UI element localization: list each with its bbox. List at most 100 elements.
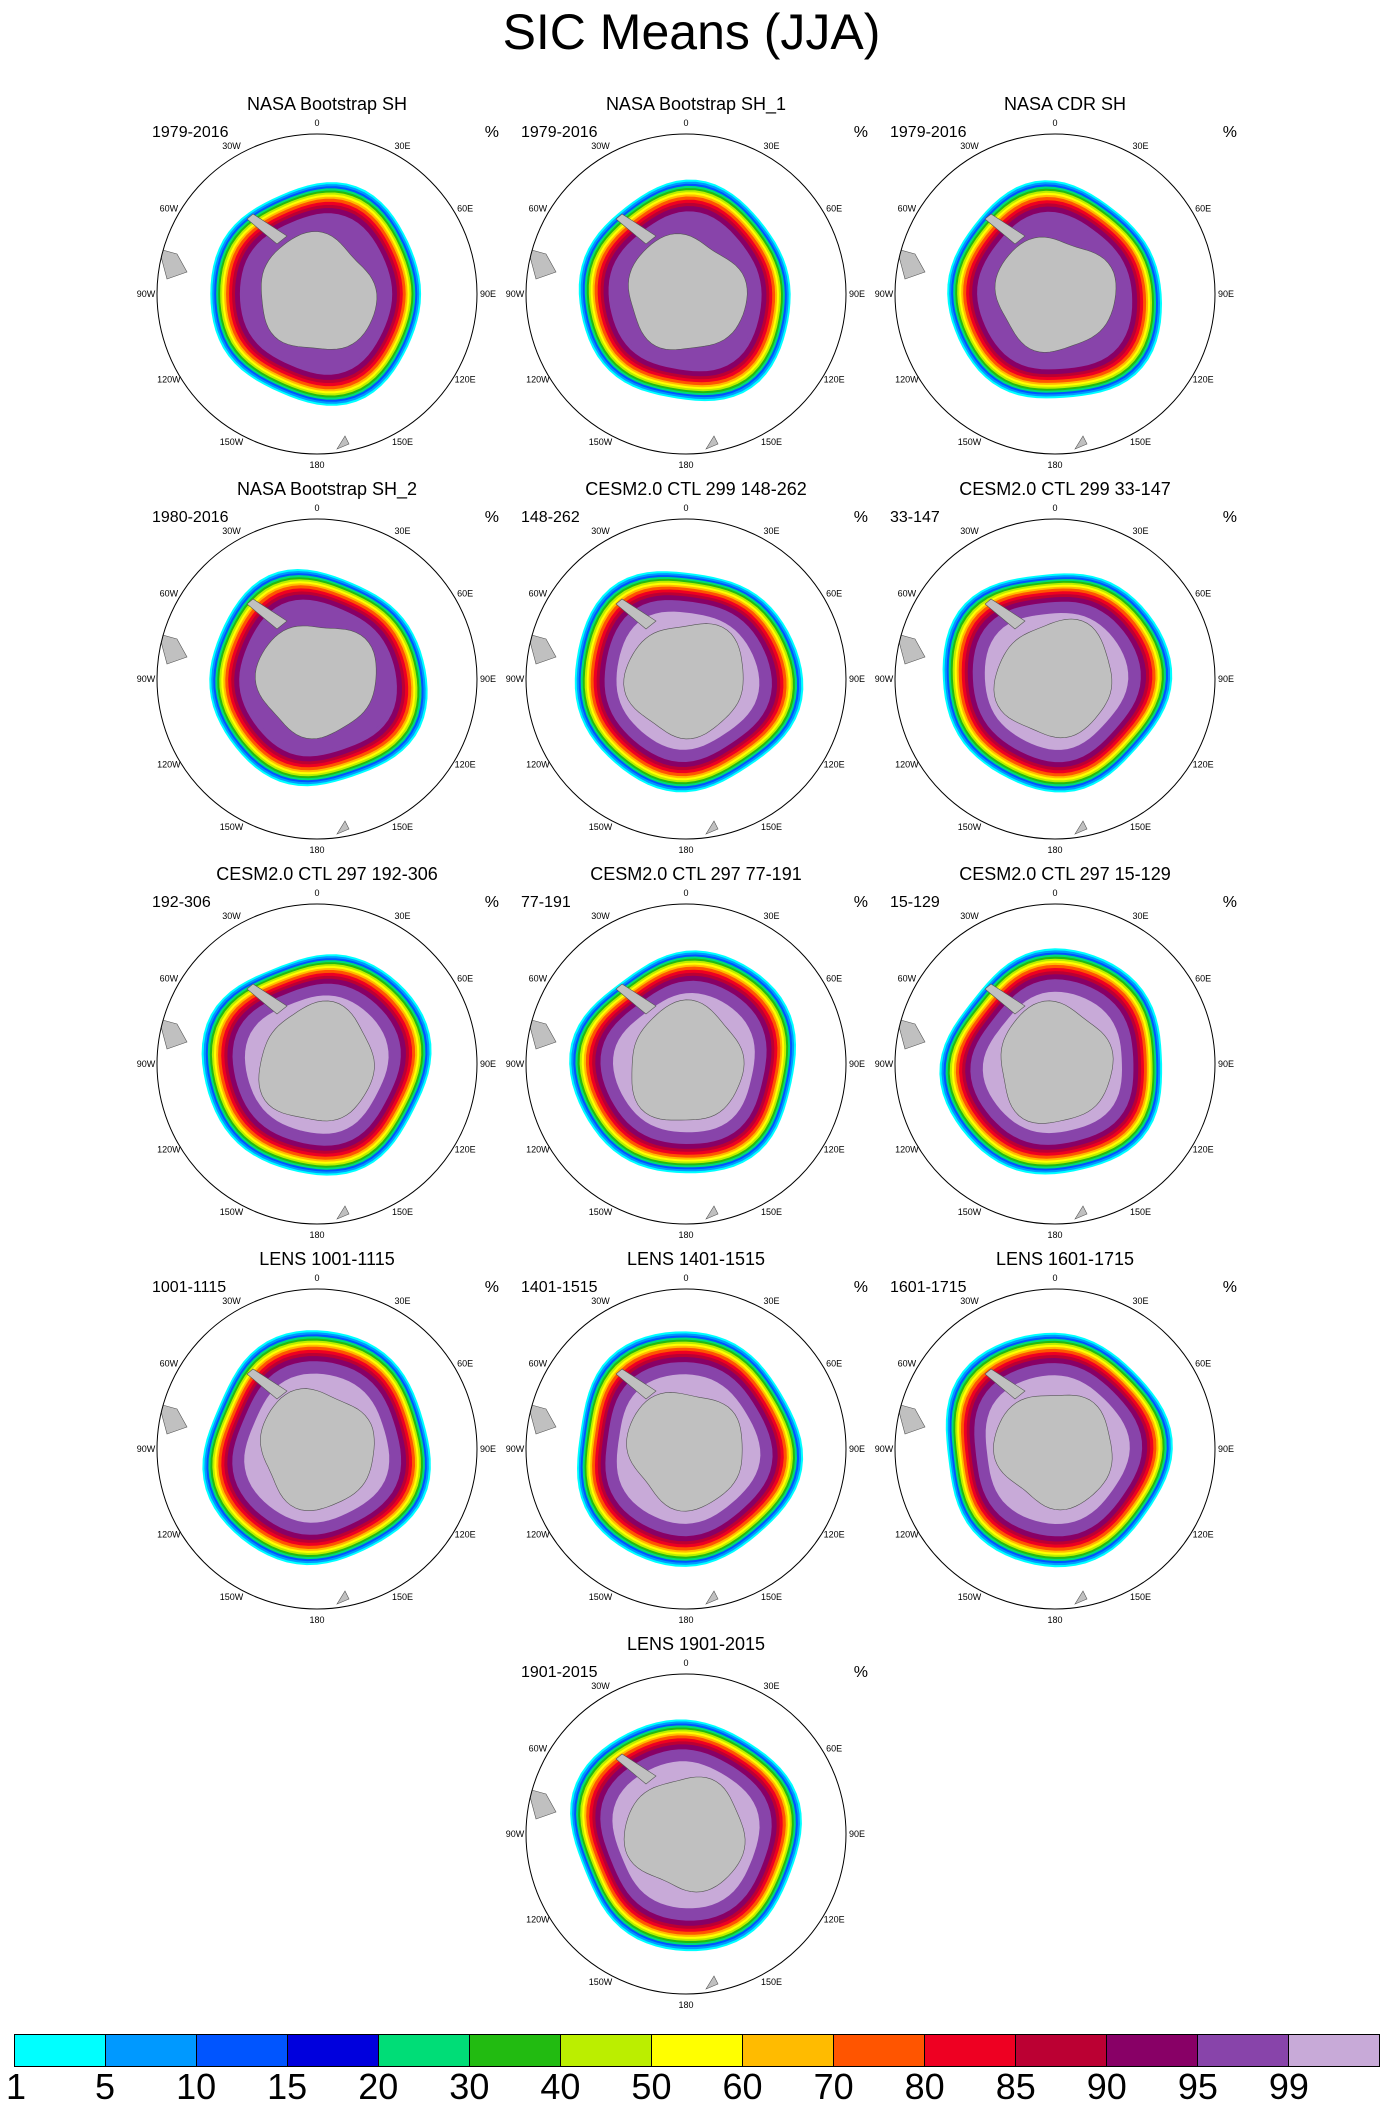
new-zealand	[705, 820, 719, 835]
colorbar-tick-label: 70	[813, 2066, 854, 2107]
colorbar-segment	[1198, 2035, 1289, 2066]
colorbar-segment	[743, 2035, 834, 2066]
longitude-label: 180	[678, 1615, 693, 1625]
colorbar-labels: 1 5 10 15 20 30 40 50 60 70 80 85 90 95 99	[0, 2066, 1383, 2107]
panel-title: NASA Bootstrap SH_1	[605, 94, 787, 114]
longitude-label: 30W	[222, 1296, 241, 1306]
longitude-label: 150E	[761, 437, 782, 447]
map-border	[894, 1288, 1216, 1610]
polar-map: 0 30E 60E 90E 120E 150E 180 150W 120W 90W 60W 30W	[506, 1273, 865, 1625]
panel-unit: %	[853, 124, 868, 141]
longitude-label: 150W	[220, 1207, 244, 1217]
longitude-label: 90E	[480, 289, 496, 299]
longitude-label: 90W	[875, 289, 894, 299]
map-border	[525, 1673, 847, 1995]
longitude-label: 90W	[506, 1444, 525, 1454]
panel-unit: %	[1222, 1279, 1237, 1296]
map-border	[525, 1288, 847, 1610]
longitude-label: 180	[1047, 845, 1062, 855]
longitude-label: 0	[683, 1658, 688, 1668]
longitude-label: 30E	[394, 141, 410, 151]
new-zealand	[1074, 1205, 1088, 1220]
panel-title: CESM2.0 CTL 297 15-129	[959, 864, 1171, 884]
antarctica-landmass	[261, 231, 378, 350]
panel-unit: %	[1222, 124, 1237, 141]
antarctic-peninsula	[615, 213, 657, 245]
longitude-label: 120W	[526, 1145, 550, 1155]
new-zealand	[336, 1205, 350, 1220]
longitude-label: 0	[683, 1273, 688, 1283]
panel-unit: %	[484, 894, 499, 911]
south-america-tip	[158, 1018, 188, 1050]
new-zealand	[336, 1590, 350, 1605]
colorbar-tick-label: 30	[449, 2066, 490, 2107]
polar-map: 0 30E 60E 90E 120E 150E 180 150W 120W 90W 60W 30W	[875, 118, 1234, 470]
longitude-label: 30E	[394, 1296, 410, 1306]
longitude-label: 120W	[895, 1145, 919, 1155]
panel-grid: NASA Bootstrap SH 1979-2016% 0 30E 60E 90E 120…	[137, 94, 1255, 2010]
map-panel: CESM2.0 CTL 299 33-147 33-147% 0 30E 60E 90E 1…	[875, 479, 1255, 864]
longitude-label: 60E	[457, 1359, 473, 1369]
map-panel: NASA CDR SH 1979-2016% 0 30E 60E 90E 120E 150E 1…	[875, 94, 1255, 479]
longitude-label: 90E	[1218, 1059, 1234, 1069]
longitude-label: 60E	[457, 589, 473, 599]
longitude-label: 90E	[480, 674, 496, 684]
longitude-label: 90E	[1218, 289, 1234, 299]
longitude-label: 0	[1052, 503, 1057, 513]
map-panel: CESM2.0 CTL 297 15-129 15-129% 0 30E 60E 90E 1…	[875, 864, 1255, 1249]
antarctica-landmass	[258, 1000, 375, 1122]
panel-title: NASA Bootstrap SH_2	[236, 479, 418, 499]
panel-unit: %	[853, 1279, 868, 1296]
antarctic-peninsula	[615, 598, 657, 630]
panel-period: 1980-2016	[152, 509, 229, 526]
longitude-label: 120W	[526, 375, 550, 385]
longitude-label: 30W	[960, 1296, 979, 1306]
longitude-label: 30W	[960, 141, 979, 151]
longitude-label: 60E	[457, 204, 473, 214]
polar-map: 0 30E 60E 90E 120E 150E 180 150W 120W 90W 60W 30W	[875, 888, 1234, 1240]
map-border	[894, 903, 1216, 1225]
colorbar-tick-label: 15	[267, 2066, 308, 2107]
longitude-label: 60W	[898, 589, 917, 599]
panel-title: LENS 1901-2015	[626, 1634, 766, 1654]
longitude-label: 150W	[958, 437, 982, 447]
colorbar-tick-label: 40	[540, 2066, 581, 2107]
polar-map: 0 30E 60E 90E 120E 150E 180 150W 120W 90W 60W 30W	[875, 503, 1234, 855]
south-america-tip	[527, 1403, 557, 1435]
longitude-label: 30E	[763, 1681, 779, 1691]
map-panel: NASA Bootstrap SH 1979-2016% 0 30E 60E 90E 120…	[137, 94, 517, 479]
colorbar-segment	[925, 2035, 1016, 2066]
longitude-label: 30E	[763, 141, 779, 151]
longitude-label: 90W	[875, 1059, 894, 1069]
panel-unit: %	[853, 1664, 868, 1681]
longitude-label: 180	[309, 460, 324, 470]
panel-period: 1001-1115	[152, 1279, 227, 1296]
new-zealand	[1074, 820, 1088, 835]
colorbar-tick-label: 85	[995, 2066, 1036, 2107]
longitude-label: 120E	[824, 1915, 845, 1925]
colorbar-tick-label: 99	[1268, 2066, 1309, 2107]
longitude-label: 120W	[526, 1530, 550, 1540]
longitude-label: 150E	[761, 1977, 782, 1987]
figure-title: SIC Means (JJA)	[502, 4, 881, 60]
longitude-label: 120W	[157, 375, 181, 385]
longitude-label: 180	[678, 1230, 693, 1240]
new-zealand	[1074, 435, 1088, 450]
colorbar	[14, 2034, 1380, 2067]
longitude-label: 150W	[220, 1592, 244, 1602]
longitude-label: 30E	[763, 1296, 779, 1306]
panel-period: 1901-2015	[521, 1664, 598, 1681]
panel-period: 1979-2016	[152, 124, 229, 141]
longitude-label: 60W	[898, 1359, 917, 1369]
colorbar-tick-label: 10	[176, 2066, 217, 2107]
south-america-tip	[158, 1403, 188, 1435]
panel-period: 33-147	[890, 509, 940, 526]
new-zealand	[336, 820, 350, 835]
colorbar-segment	[652, 2035, 743, 2066]
antarctica-landmass	[993, 1394, 1113, 1511]
longitude-label: 120W	[895, 1530, 919, 1540]
longitude-label: 180	[1047, 460, 1062, 470]
panel-period: 77-191	[521, 894, 571, 911]
longitude-label: 60E	[457, 974, 473, 984]
longitude-label: 90W	[506, 1059, 525, 1069]
